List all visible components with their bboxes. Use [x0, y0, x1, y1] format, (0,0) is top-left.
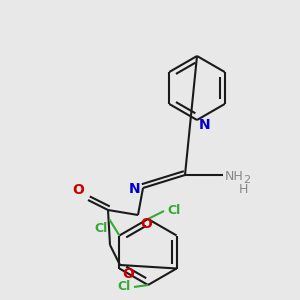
Text: O: O [122, 267, 134, 281]
Text: H: H [239, 183, 248, 196]
Text: N: N [128, 182, 140, 196]
Text: Cl: Cl [118, 280, 131, 293]
Text: O: O [140, 217, 152, 231]
Text: N: N [199, 118, 211, 132]
Text: NH: NH [225, 170, 244, 184]
Text: Cl: Cl [94, 221, 107, 235]
Text: Cl: Cl [167, 205, 180, 218]
Text: 2: 2 [243, 175, 250, 185]
Text: O: O [72, 183, 84, 197]
